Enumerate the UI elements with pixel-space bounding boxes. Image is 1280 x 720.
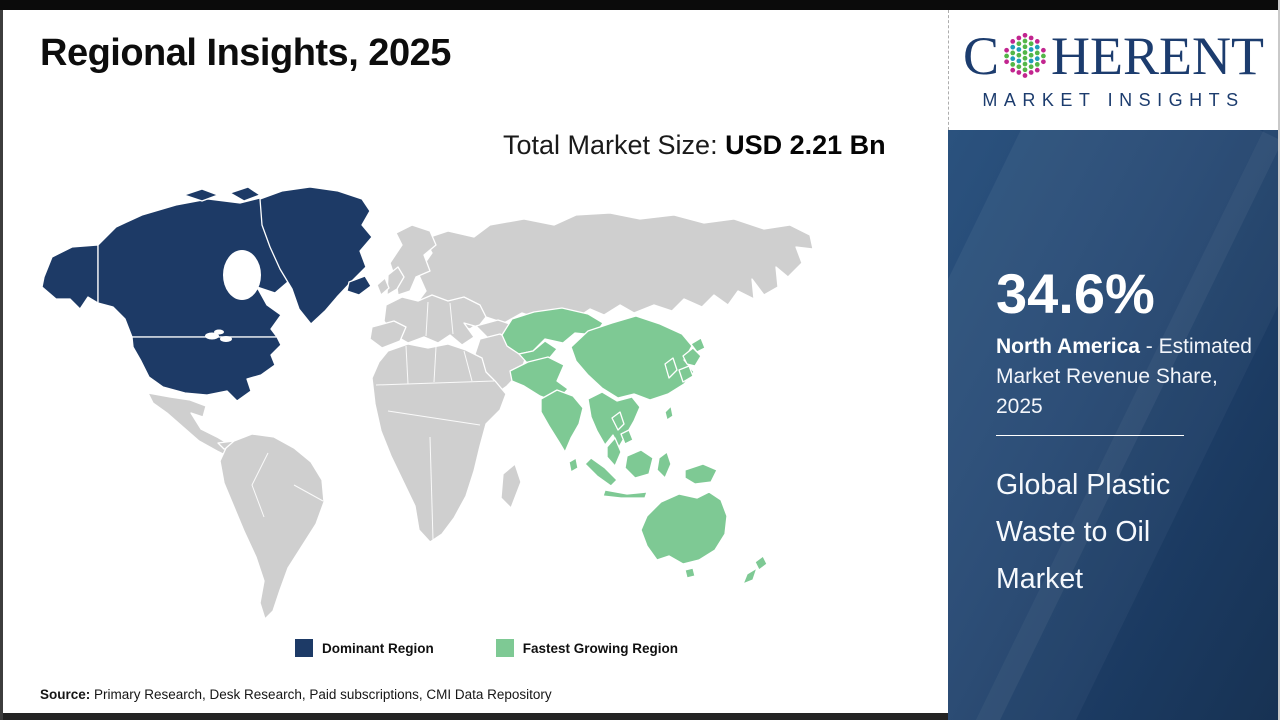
hudson-bay [223, 250, 261, 300]
right-panel: C HERENT MARKET INSIGHTS 34.6% [948, 10, 1278, 720]
country-korea [664, 357, 678, 379]
market-size-value: USD 2.21 Bn [725, 130, 886, 160]
brand-logo: C HERENT MARKET INSIGHTS [948, 10, 1278, 130]
region-malay-peninsula [606, 437, 622, 467]
map-region-asia-pacific [501, 307, 768, 585]
divider-line [996, 435, 1184, 437]
logo-letters: HERENT [1051, 26, 1264, 86]
legend-swatch-fastest-growing [495, 639, 514, 657]
legend-item-fastest-growing: Fastest Growing Region [495, 639, 679, 657]
arctic-island [183, 188, 219, 202]
page-title: Regional Insights, 2025 [40, 32, 451, 74]
arctic-island [229, 186, 261, 202]
world-map [41, 186, 814, 620]
great-lake [220, 336, 232, 342]
country-philippines [620, 429, 634, 445]
country-uk [386, 266, 405, 296]
country-australia [640, 491, 728, 565]
country-alaska [41, 244, 99, 310]
country-japan [678, 365, 694, 383]
island-sumatra [584, 457, 618, 487]
great-lake [205, 332, 219, 340]
country-madagascar [500, 463, 522, 509]
legend-label-fastest-growing: Fastest Growing Region [522, 640, 679, 656]
country-philippines [611, 411, 625, 431]
region-africa [371, 343, 507, 543]
country-new-zealand [754, 555, 768, 571]
country-japan [682, 347, 702, 367]
legend-swatch-dominant [295, 639, 313, 657]
island-borneo [624, 449, 654, 479]
source-note: Source: Primary Research, Desk Research,… [40, 687, 552, 702]
country-new-zealand [742, 567, 758, 585]
share-region: North America [996, 335, 1140, 358]
market-share-value: 34.6% [996, 262, 1155, 325]
market-share-caption: North America - Estimated Market Revenue… [996, 332, 1260, 421]
country-india [540, 389, 584, 453]
island-taiwan [664, 405, 674, 421]
logo-letter-c: C [963, 26, 1000, 86]
logo-globe-icon [1004, 33, 1046, 78]
island-sulawesi [656, 451, 672, 479]
source-label: Source: [40, 687, 91, 702]
country-greenland [259, 186, 373, 325]
map-region-north-america [41, 186, 373, 402]
main-panel: Regional Insights, 2025 Total Market Siz… [0, 10, 951, 720]
map-lakes [205, 250, 261, 342]
bottom-border-bar [3, 713, 951, 720]
country-iceland [346, 275, 372, 296]
total-market-size: Total Market Size: USD 2.21 Bn [503, 126, 895, 165]
legend-label-dominant: Dominant Region [322, 640, 434, 656]
map-region-rest-of-world [147, 212, 814, 620]
legend-item-dominant: Dominant Region [295, 639, 434, 657]
source-text: Primary Research, Desk Research, Paid su… [90, 687, 552, 702]
brand-wordmark: C HERENT [963, 29, 1264, 83]
island-java [602, 489, 648, 499]
island-new-guinea [684, 463, 718, 485]
legend: Dominant Region Fastest Growing Region [295, 639, 678, 657]
region-south-america [219, 433, 325, 620]
market-size-label: Total Market Size: [503, 130, 726, 160]
region-europe [383, 294, 487, 346]
country-ireland [376, 277, 390, 296]
country-iberia [369, 320, 407, 349]
top-border-bar [0, 0, 1278, 10]
market-name: Global Plastic Waste to Oil Market [996, 469, 1171, 596]
island-tasmania [684, 567, 696, 579]
country-usa [131, 336, 282, 402]
region-iran-pakistan [509, 356, 569, 403]
country-sri-lanka [568, 457, 579, 473]
share-caption-text: - Estimated Market Revenue Share, 2025 [996, 335, 1252, 418]
stats-panel: 34.6% North America - Estimated Market R… [948, 130, 1278, 720]
logo-subtitle: MARKET INSIGHTS [982, 90, 1245, 110]
great-lake [214, 329, 224, 335]
